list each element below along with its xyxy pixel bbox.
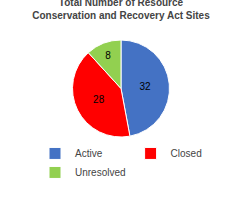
svg-text:Total Number of ResourceConser: Total Number of ResourceConservation and… <box>32 0 210 21</box>
svg-text:Closed: Closed <box>171 148 202 159</box>
svg-text:32: 32 <box>139 81 151 92</box>
svg-text:8: 8 <box>105 50 111 61</box>
svg-text:Active: Active <box>75 148 103 159</box>
svg-text:28: 28 <box>93 94 105 105</box>
svg-text:Unresolved: Unresolved <box>75 167 126 178</box>
